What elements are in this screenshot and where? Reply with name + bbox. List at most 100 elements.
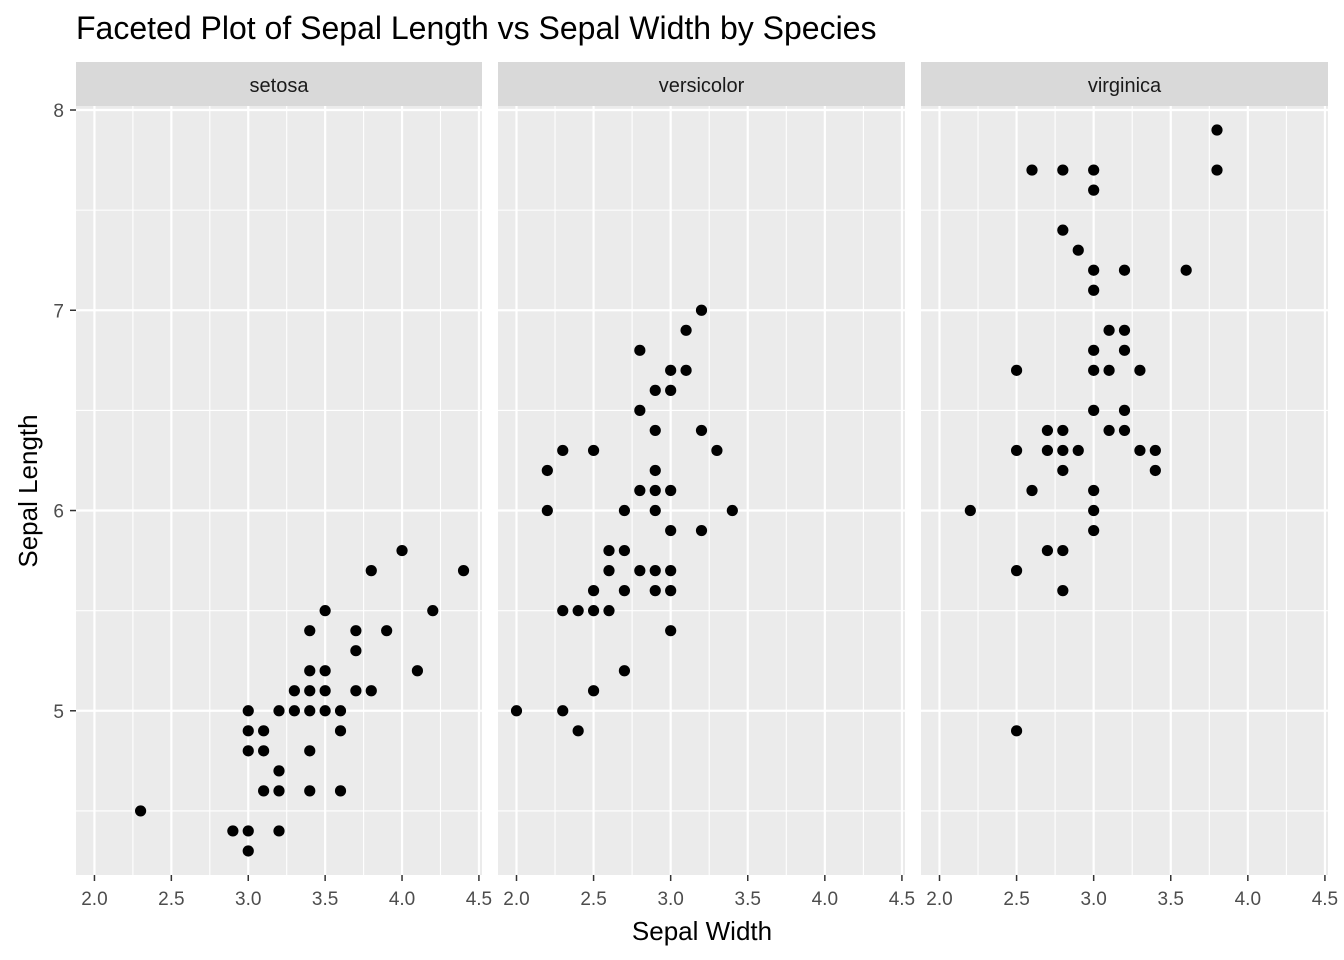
- data-point: [273, 705, 285, 717]
- data-point: [665, 585, 677, 597]
- data-point: [695, 304, 708, 316]
- data-point: [557, 605, 569, 617]
- data-point: [618, 585, 631, 597]
- data-point: [258, 725, 270, 737]
- data-point: [258, 745, 270, 757]
- data-point: [649, 464, 661, 477]
- data-point: [541, 464, 553, 477]
- data-point: [319, 705, 331, 717]
- data-point: [557, 444, 569, 457]
- data-point: [1180, 264, 1192, 276]
- data-point: [273, 825, 285, 837]
- data-point: [273, 785, 285, 797]
- data-point: [273, 765, 285, 777]
- data-point: [1088, 404, 1100, 416]
- x-tick-label: 2.0: [503, 889, 529, 910]
- y-axis: 5 6 7 8: [53, 101, 76, 723]
- data-point: [1026, 484, 1038, 497]
- data-point: [1010, 444, 1023, 457]
- data-point: [665, 565, 677, 577]
- x-tick-label: 4.0: [812, 889, 838, 910]
- data-point: [1118, 344, 1131, 356]
- data-point: [396, 544, 408, 557]
- data-point: [334, 705, 347, 717]
- data-point: [1103, 364, 1115, 376]
- facet-strip: [498, 62, 905, 106]
- data-point: [680, 324, 692, 336]
- data-point: [242, 825, 254, 837]
- data-point: [242, 745, 254, 757]
- data-point: [1057, 464, 1069, 477]
- data-point: [1072, 444, 1084, 457]
- data-point: [1088, 344, 1100, 356]
- data-point: [964, 504, 976, 517]
- data-point: [350, 645, 362, 657]
- x-tick-label: 3.5: [1158, 889, 1184, 910]
- data-point: [411, 665, 424, 677]
- facet-strip: [76, 62, 482, 106]
- facet-strip-label: setosa: [250, 75, 310, 97]
- data-point: [1088, 484, 1100, 497]
- data-point: [634, 484, 646, 497]
- data-point: [319, 665, 331, 677]
- data-point: [587, 585, 600, 597]
- x-tick-label: 4.0: [1235, 889, 1261, 910]
- data-point: [587, 444, 600, 457]
- data-point: [288, 705, 300, 717]
- data-point: [1149, 464, 1161, 477]
- data-point: [665, 625, 677, 637]
- data-point: [603, 605, 615, 617]
- facet-strip-label: versicolor: [659, 75, 745, 97]
- data-point: [304, 685, 316, 697]
- data-point: [427, 605, 439, 617]
- data-point: [634, 565, 646, 577]
- data-point: [1134, 444, 1146, 457]
- data-point: [1010, 565, 1023, 577]
- data-point: [334, 785, 347, 797]
- panel-background: [76, 106, 482, 875]
- data-point: [680, 364, 692, 376]
- data-point: [350, 625, 362, 637]
- data-point: [510, 705, 523, 717]
- data-point: [1088, 504, 1100, 517]
- chart-title: Faceted Plot of Sepal Length vs Sepal Wi…: [76, 10, 876, 46]
- facet-setosa: setosa 2.0 2.5 3.0 3.5 4.0 4.5: [76, 62, 492, 910]
- data-point: [242, 705, 254, 717]
- data-point: [665, 364, 677, 376]
- data-point: [557, 705, 569, 717]
- data-point: [665, 524, 677, 537]
- data-point: [541, 504, 553, 517]
- data-point: [1103, 324, 1115, 336]
- data-point: [1041, 424, 1054, 437]
- data-point: [334, 725, 347, 737]
- data-point: [1072, 244, 1084, 256]
- data-point: [319, 685, 331, 697]
- data-point: [288, 685, 300, 697]
- facet-strip-label: virginica: [1088, 75, 1162, 97]
- data-point: [572, 605, 584, 617]
- data-point: [726, 504, 738, 517]
- data-point: [381, 625, 393, 637]
- x-tick-label: 2.5: [158, 889, 184, 910]
- data-point: [242, 845, 254, 857]
- data-point: [695, 524, 708, 537]
- data-point: [665, 384, 677, 396]
- data-point: [304, 745, 316, 757]
- data-point: [649, 384, 661, 396]
- data-point: [1057, 424, 1069, 437]
- data-point: [1057, 585, 1069, 597]
- data-point: [365, 565, 377, 577]
- x-tick-label: 2.0: [926, 889, 952, 910]
- data-point: [457, 565, 470, 577]
- x-tick-label: 4.5: [466, 889, 492, 910]
- x-tick-label: 4.5: [889, 889, 915, 910]
- data-point: [618, 544, 631, 557]
- data-point: [649, 424, 661, 437]
- y-tick-label: 8: [53, 101, 64, 122]
- data-point: [711, 444, 723, 457]
- data-point: [649, 504, 661, 517]
- data-point: [227, 825, 239, 837]
- data-point: [618, 504, 631, 517]
- data-point: [1088, 184, 1100, 196]
